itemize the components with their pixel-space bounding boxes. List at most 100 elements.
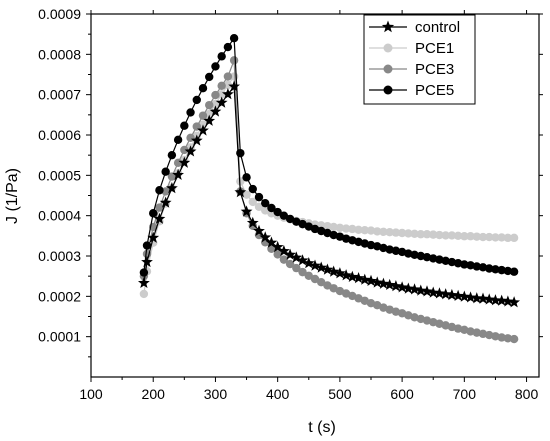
data-point xyxy=(447,257,457,267)
data-point xyxy=(302,257,315,269)
data-point xyxy=(161,167,170,176)
data-point xyxy=(410,250,419,259)
data-point xyxy=(167,150,177,160)
data-point xyxy=(309,259,321,271)
data-point xyxy=(478,232,488,242)
data-point xyxy=(211,62,220,71)
data-point xyxy=(429,230,438,239)
data-point xyxy=(248,184,257,194)
data-point xyxy=(472,232,481,241)
data-point xyxy=(470,292,483,304)
y-tick-label: 0.0009 xyxy=(38,6,81,22)
x-tick-label: 100 xyxy=(79,386,103,402)
legend-items: control PCE1 PCE3 PCE5 xyxy=(369,19,460,99)
data-point xyxy=(497,233,506,242)
data-point xyxy=(478,329,488,339)
data-point xyxy=(304,271,313,280)
data-point xyxy=(435,230,444,240)
data-point xyxy=(159,196,172,208)
data-point xyxy=(277,244,290,257)
legend-box xyxy=(363,14,476,105)
data-point xyxy=(453,259,463,268)
legend-label: PCE5 xyxy=(415,82,454,99)
data-point xyxy=(323,221,332,231)
legend: control PCE1 PCE3 PCE5 xyxy=(363,14,476,105)
x-tick-label: 400 xyxy=(266,386,290,402)
data-point xyxy=(139,268,149,277)
data-point xyxy=(472,262,481,271)
data-point xyxy=(184,145,197,157)
data-point xyxy=(429,254,438,263)
data-point xyxy=(321,263,334,275)
y-tick-label: 0.0005 xyxy=(38,167,81,183)
data-point xyxy=(408,283,421,295)
data-point xyxy=(190,134,203,146)
data-point xyxy=(155,186,164,195)
data-point xyxy=(180,145,189,155)
data-point xyxy=(215,96,228,108)
data-point xyxy=(246,216,259,228)
data-point xyxy=(485,264,494,273)
data-point xyxy=(292,263,301,273)
data-point xyxy=(205,72,214,82)
data-point xyxy=(464,291,477,303)
data-point xyxy=(217,52,226,61)
y-tick-label: 0.0008 xyxy=(38,46,81,62)
data-point xyxy=(421,285,433,297)
data-point xyxy=(509,267,519,276)
data-point xyxy=(317,278,326,287)
data-point xyxy=(414,284,427,296)
data-point xyxy=(137,276,150,289)
data-point xyxy=(198,111,208,120)
data-point xyxy=(217,81,226,90)
legend-label: PCE1 xyxy=(415,40,454,57)
data-point xyxy=(404,249,413,258)
data-point xyxy=(172,168,185,180)
data-point xyxy=(441,256,450,266)
data-point xyxy=(173,158,183,168)
data-point xyxy=(209,105,222,117)
axis-ticks: 100 200 300 400 500 600 700 800 0.0001 0.0002 0.00… xyxy=(38,6,543,402)
data-point xyxy=(360,225,369,235)
data-point xyxy=(458,290,471,302)
x-tick-label: 200 xyxy=(142,386,166,402)
data-point xyxy=(489,294,502,306)
data-point xyxy=(298,267,307,277)
data-point xyxy=(149,209,158,218)
y-tick-label: 0.0001 xyxy=(38,329,81,345)
y-tick-label: 0.0007 xyxy=(38,87,81,103)
y-tick-label: 0.0004 xyxy=(38,208,81,224)
data-point xyxy=(497,333,506,342)
data-point xyxy=(285,259,295,269)
data-point xyxy=(477,292,489,304)
data-point xyxy=(377,277,390,289)
data-point xyxy=(234,186,247,198)
data-point xyxy=(385,228,394,237)
data-point xyxy=(383,278,396,291)
data-point xyxy=(452,289,465,301)
y-axis-label: J (1/Pa) xyxy=(4,168,21,224)
data-point xyxy=(229,34,239,43)
legend-item-pce3: PCE3 xyxy=(369,61,454,78)
data-point xyxy=(433,287,446,299)
data-point xyxy=(273,207,282,217)
data-point xyxy=(228,80,241,92)
data-point xyxy=(503,266,513,276)
data-point xyxy=(229,56,239,65)
data-point xyxy=(153,212,166,224)
legend-marker xyxy=(383,85,393,95)
data-point xyxy=(180,121,189,130)
data-point xyxy=(371,276,384,288)
data-point xyxy=(410,229,419,239)
legend-label: control xyxy=(415,19,460,36)
data-point xyxy=(379,227,388,236)
data-point xyxy=(508,296,521,308)
data-point xyxy=(485,232,494,242)
data-point xyxy=(466,232,475,241)
data-point xyxy=(491,332,500,341)
data-point xyxy=(460,232,469,241)
data-point xyxy=(261,198,270,208)
data-point xyxy=(335,223,345,232)
data-point xyxy=(416,251,425,261)
data-point xyxy=(441,231,450,240)
